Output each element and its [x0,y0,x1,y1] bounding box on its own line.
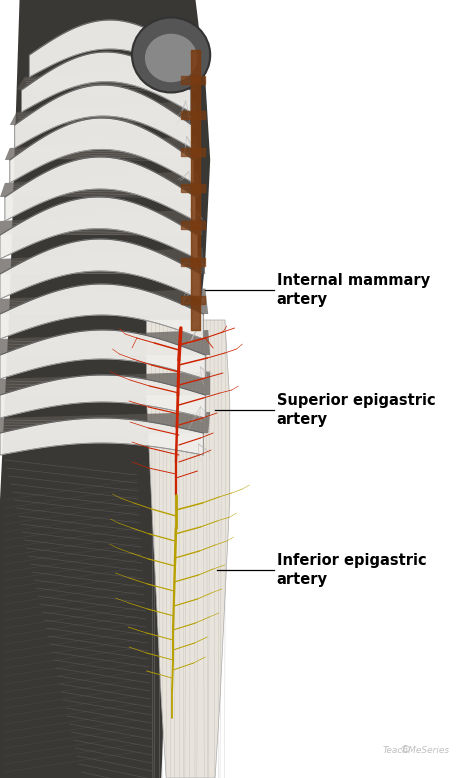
Polygon shape [0,239,201,299]
Polygon shape [0,289,208,314]
Polygon shape [10,100,197,125]
Text: Superior epigastric
artery: Superior epigastric artery [277,393,435,427]
Polygon shape [0,209,202,235]
Polygon shape [0,197,198,259]
Polygon shape [5,157,196,221]
Polygon shape [0,375,205,418]
Polygon shape [0,247,205,274]
Polygon shape [5,136,199,160]
Text: Inferior epigastric
artery: Inferior epigastric artery [277,552,426,587]
Polygon shape [29,20,191,77]
Polygon shape [0,330,210,355]
Text: ©: © [400,745,410,755]
Polygon shape [0,170,201,197]
Polygon shape [146,320,230,778]
Polygon shape [0,284,203,339]
Ellipse shape [144,33,198,83]
Polygon shape [21,52,191,112]
Polygon shape [0,372,210,395]
Text: TeachMeSeries: TeachMeSeries [383,746,450,755]
Polygon shape [0,330,205,379]
Ellipse shape [132,17,210,93]
Text: Internal mammary
artery: Internal mammary artery [277,272,430,307]
Polygon shape [0,412,210,433]
Polygon shape [0,0,210,778]
Polygon shape [15,85,191,148]
Polygon shape [0,418,203,455]
Polygon shape [17,66,196,90]
Polygon shape [10,118,193,183]
